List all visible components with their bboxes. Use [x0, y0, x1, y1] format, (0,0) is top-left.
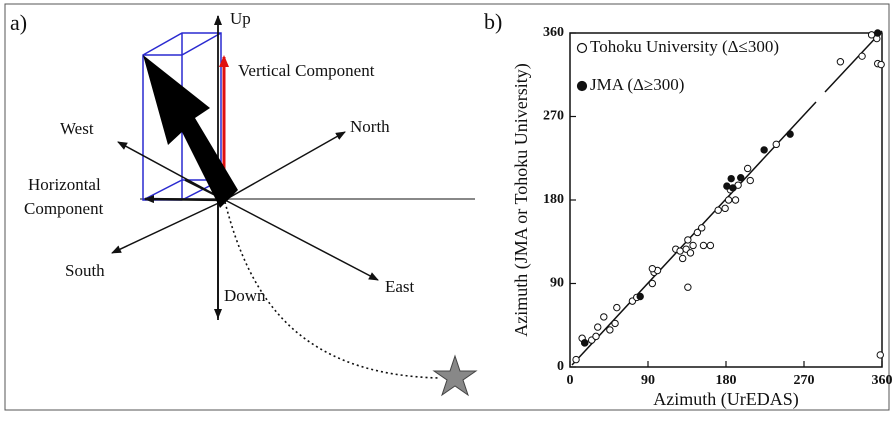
data-point [773, 141, 779, 147]
x-axis-label: Azimuth (UrEDAS) [653, 389, 798, 410]
x-tick-label: 0 [567, 373, 574, 388]
data-point [700, 242, 706, 248]
west-label: West [60, 119, 94, 138]
data-point [730, 185, 736, 191]
east-arrow [225, 200, 378, 280]
y-tick-label: 0 [557, 359, 564, 374]
north-label: North [350, 117, 390, 136]
data-point [677, 248, 683, 254]
legend-marker [578, 44, 587, 53]
data-point [877, 352, 883, 358]
panel-label: b) [484, 9, 502, 34]
plot: 0 90 180 270 360 0 90 180 270 360 Tohoku Universit… [543, 25, 893, 388]
data-point [685, 284, 691, 290]
data-point [614, 304, 620, 310]
up-label: Up [230, 9, 251, 28]
frame [5, 4, 889, 410]
panel-a: a) Up Vertical Component West North Hori… [10, 9, 476, 395]
legend-label: Tohoku University (Δ≤300) [590, 37, 779, 56]
y-tick-label: 270 [543, 109, 564, 124]
south-arrow [112, 200, 225, 253]
y-tick-label: 180 [543, 192, 564, 207]
horizontal-label: Horizontal [28, 175, 101, 194]
legend-marker [578, 82, 587, 91]
data-point [573, 356, 579, 362]
x-tick-label: 270 [794, 373, 815, 388]
y-tick-label: 360 [543, 25, 564, 40]
data-point [715, 207, 721, 213]
source-star [434, 356, 476, 395]
data-point [725, 197, 731, 203]
data-point [607, 327, 613, 333]
data-point [878, 61, 884, 67]
y-tick-label: 90 [550, 276, 564, 291]
data-point [685, 237, 691, 243]
data-point [601, 314, 607, 320]
data-point [747, 177, 753, 183]
data-point [744, 165, 750, 171]
east-label: East [385, 277, 415, 296]
data-point [612, 320, 618, 326]
data-point [637, 293, 643, 299]
data-point [724, 183, 730, 189]
component-label: Component [24, 199, 104, 218]
figure: a) Up Vertical Component West North Hori… [0, 0, 894, 423]
data-point [722, 205, 728, 211]
vertical-component-label: Vertical Component [238, 61, 375, 80]
data-point [859, 53, 865, 59]
x-tick-label: 90 [641, 373, 655, 388]
legend-label: JMA (Δ≥300) [590, 75, 684, 94]
data-point [728, 175, 734, 181]
horizontal-component-arrow [145, 199, 225, 200]
fit-line [825, 31, 882, 92]
data-point [687, 250, 693, 256]
data-point [593, 333, 599, 339]
x-tick-label: 360 [872, 373, 893, 388]
data-point [837, 59, 843, 65]
data-point [761, 147, 767, 153]
data-point [874, 30, 880, 36]
data-point [707, 242, 713, 248]
data-point [679, 255, 685, 261]
y-axis-label: Azimuth (JMA or Tohoku University) [511, 63, 532, 336]
south-label: South [65, 261, 105, 280]
data-point [649, 265, 655, 271]
data-point [649, 280, 655, 286]
data-point [787, 131, 793, 137]
data-point [595, 324, 601, 330]
data-point [699, 225, 705, 231]
x-tick-label: 180 [716, 373, 737, 388]
panel-label: a) [10, 10, 27, 35]
data-point [732, 197, 738, 203]
data-point [582, 340, 588, 346]
data-point [738, 175, 744, 181]
north-arrow [225, 132, 345, 200]
down-label: Down [224, 286, 266, 305]
data-point [690, 242, 696, 248]
